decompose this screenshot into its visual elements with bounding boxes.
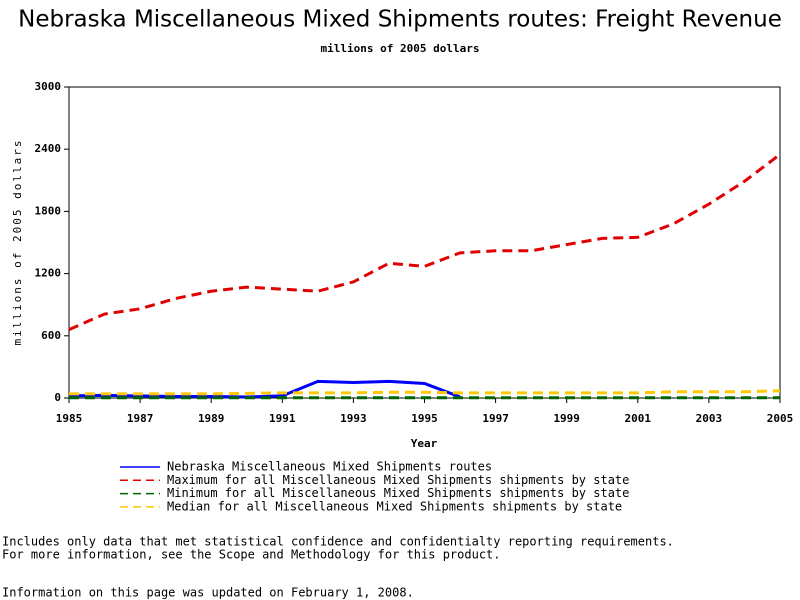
y-tick-label: 1200 (35, 267, 62, 280)
x-axis-label: Year (411, 437, 438, 450)
x-tick-label: 2003 (696, 412, 723, 425)
legend-label: Maximum for all Miscellaneous Mixed Ship… (167, 473, 629, 487)
x-tick-label: 1989 (198, 412, 225, 425)
x-tick-label: 1985 (56, 412, 83, 425)
y-tick-label: 0 (54, 391, 61, 404)
footnote: For more information, see the Scope and … (2, 548, 501, 562)
x-tick-label: 1999 (553, 412, 580, 425)
x-tick-label: 1995 (411, 412, 438, 425)
series-line (68, 153, 781, 331)
legend-label: Nebraska Miscellaneous Mixed Shipments r… (167, 460, 492, 474)
x-tick-label: 1997 (482, 412, 509, 425)
series-line (69, 389, 781, 396)
legend-label: Median for all Miscellaneous Mixed Shipm… (167, 499, 622, 513)
y-tick-label: 600 (41, 329, 61, 342)
plot-frame (68, 86, 781, 399)
y-tick-label: 3000 (35, 80, 62, 93)
x-tick-label: 1993 (340, 412, 367, 425)
y-axis-label: millions of 2005 dollars (11, 139, 24, 346)
y-tick-label: 1800 (35, 204, 62, 217)
x-tick-label: 2001 (625, 412, 652, 425)
chart-title: Nebraska Miscellaneous Mixed Shipments r… (18, 7, 782, 33)
legend-label: Minimum for all Miscellaneous Mixed Ship… (167, 486, 629, 500)
footnote: Information on this page was updated on … (2, 586, 414, 600)
x-tick-label: 2005 (767, 412, 794, 425)
x-tick-label: 1991 (269, 412, 296, 425)
footnote: Includes only data that met statistical … (2, 535, 674, 549)
x-tick-label: 1987 (127, 412, 154, 425)
y-tick-label: 2400 (35, 142, 62, 155)
series-line (68, 379, 461, 399)
chart-subtitle: millions of 2005 dollars (321, 42, 480, 55)
